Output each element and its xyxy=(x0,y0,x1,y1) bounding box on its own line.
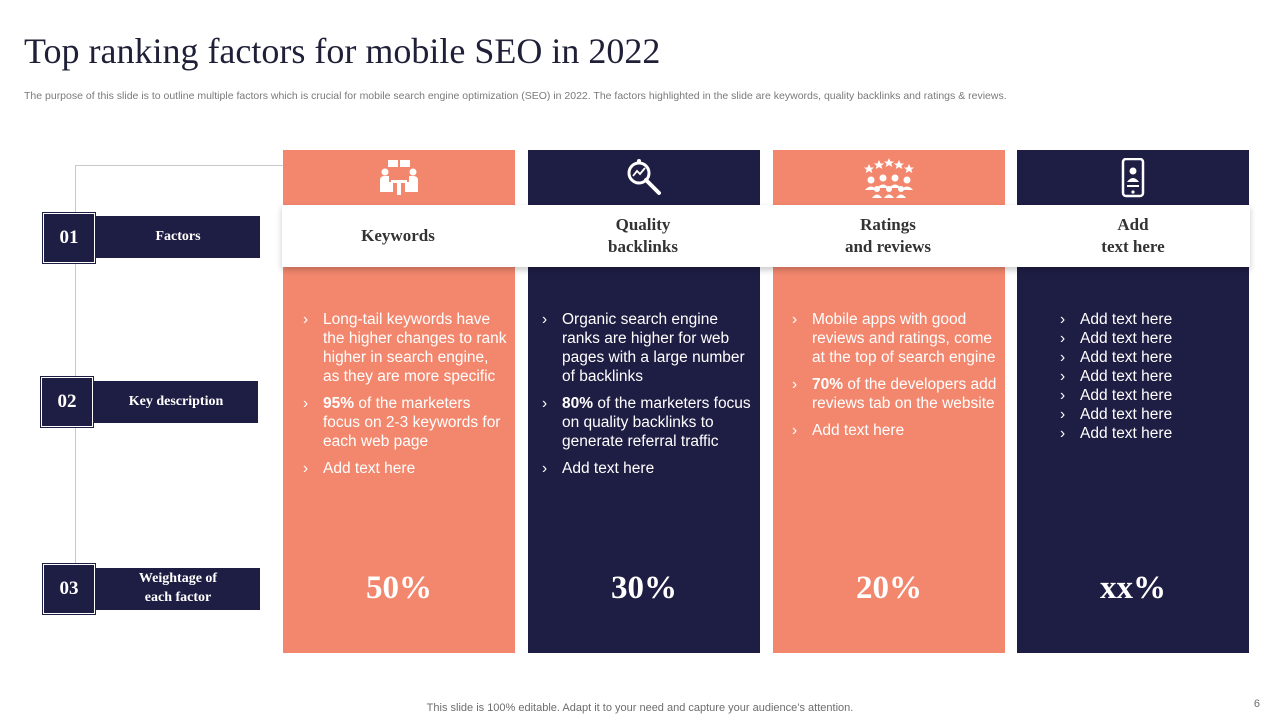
list-item: Add text here xyxy=(1060,386,1240,405)
list-item: 70% of the developers add reviews tab on… xyxy=(792,375,997,413)
mobile-user-icon xyxy=(1017,150,1249,205)
row-label-weightage-line2: each factor xyxy=(144,590,212,605)
backlinks-bullet-list: Organic search engine ranks are higher f… xyxy=(542,310,752,486)
heading-keywords: Keywords xyxy=(361,226,435,245)
list-item: Add text here xyxy=(1060,310,1240,329)
weight-value-ratings: 20% xyxy=(856,570,922,606)
list-item: Long-tail keywords have the higher chang… xyxy=(303,310,508,386)
audience-rating-icon xyxy=(773,150,1005,205)
slide-subtitle: The purpose of this slide is to outline … xyxy=(24,90,1007,102)
row-label-description: Key description xyxy=(94,381,258,423)
row-label-weightage-line1: Weightage of xyxy=(138,571,218,587)
heading-custom: Add text here xyxy=(1101,215,1165,256)
list-item: 80% of the marketers focus on quality ba… xyxy=(542,394,752,451)
factor-heading-band: Keywords Quality backlinks Ratings and r… xyxy=(282,205,1250,267)
axis-connector xyxy=(75,165,285,166)
row-number-weightage: 03 xyxy=(43,564,95,614)
keywords-bullet-list: Long-tail keywords have the higher chang… xyxy=(303,310,508,486)
page-number: 6 xyxy=(1253,698,1260,710)
list-item: Add text here xyxy=(1060,329,1240,348)
heading-backlinks: Quality backlinks xyxy=(608,215,678,256)
list-item: Add text here xyxy=(1060,424,1240,443)
row-label-factors: Factors xyxy=(96,216,260,258)
list-item: 95% of the marketers focus on 2-3 keywor… xyxy=(303,394,508,451)
list-item: Add text here xyxy=(1060,367,1240,386)
search-analytics-icon xyxy=(528,150,760,205)
row-label-weightage: Weightage of each factor xyxy=(96,568,260,610)
list-item: Add text here xyxy=(1060,348,1240,367)
weight-value-backlinks: 30% xyxy=(611,570,677,606)
list-item: Add text here xyxy=(1060,405,1240,424)
weight-value-keywords: 50% xyxy=(366,570,432,606)
list-item: Add text here xyxy=(303,459,508,478)
row-number-factors: 01 xyxy=(43,213,95,263)
heading-ratings: Ratings and reviews xyxy=(844,215,932,256)
list-item: Add text here xyxy=(792,421,997,440)
ratings-bullet-list: Mobile apps with good reviews and rating… xyxy=(792,310,997,448)
list-item: Add text here xyxy=(542,459,752,478)
slide-title: Top ranking factors for mobile SEO in 20… xyxy=(24,31,661,71)
list-item: Organic search engine ranks are higher f… xyxy=(542,310,752,386)
meeting-icon xyxy=(283,150,515,205)
slide-footer: This slide is 100% editable. Adapt it to… xyxy=(426,702,854,714)
list-item: Mobile apps with good reviews and rating… xyxy=(792,310,997,367)
row-number-description: 02 xyxy=(41,377,93,427)
axis-line xyxy=(75,165,76,585)
custom-bullet-list: Add text here Add text here Add text her… xyxy=(1060,310,1240,443)
weight-value-custom: xx% xyxy=(1100,570,1166,606)
